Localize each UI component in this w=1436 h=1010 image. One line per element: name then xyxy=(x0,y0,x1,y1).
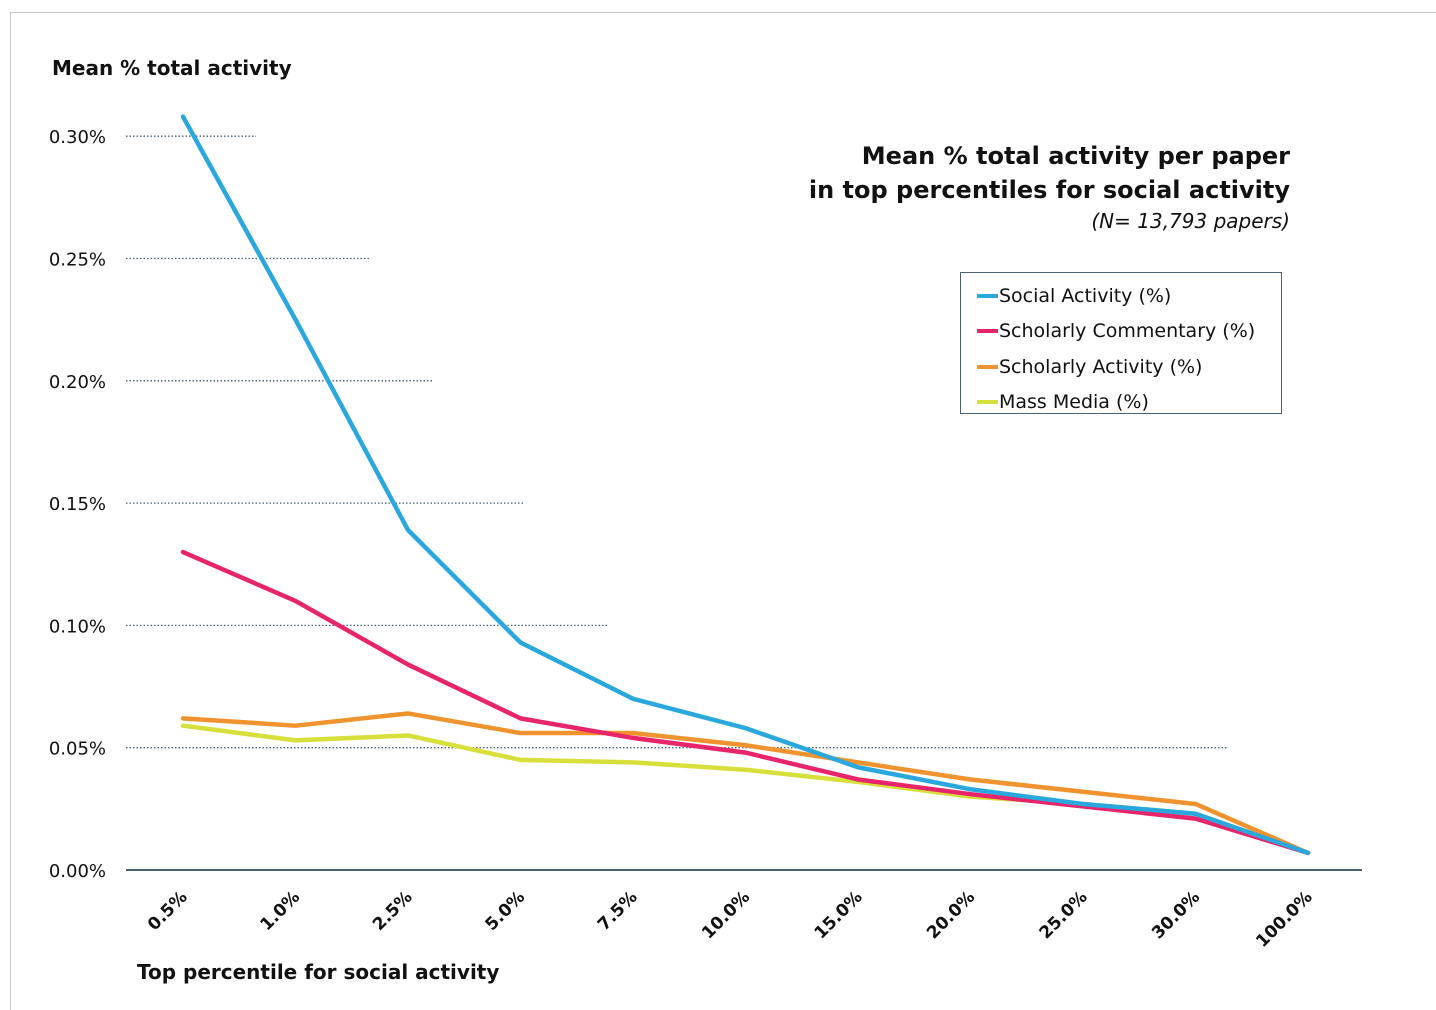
x-tick-label: 25.0% xyxy=(1036,887,1092,943)
legend-label: Scholarly Activity (%) xyxy=(999,355,1203,378)
x-tick-label: 1.0% xyxy=(257,887,304,934)
y-axis-label: Mean % total activity xyxy=(52,56,292,80)
legend: Social Activity (%) Scholarly Commentary… xyxy=(960,272,1282,414)
series-line xyxy=(180,711,1311,856)
legend-swatch xyxy=(977,293,998,298)
x-tick-label: 30.0% xyxy=(1148,887,1204,943)
x-tick-label: 2.5% xyxy=(369,887,416,934)
x-tick-label: 5.0% xyxy=(482,887,529,934)
legend-item-scholarly-activity: Scholarly Activity (%) xyxy=(961,349,1281,385)
chart-title-line2: in top percentiles for social activity xyxy=(808,176,1290,204)
series-line xyxy=(180,549,1311,856)
x-tick-label: 0.5% xyxy=(144,887,191,934)
y-tick-label: 0.25% xyxy=(49,250,106,271)
legend-swatch xyxy=(977,400,998,405)
x-tick-label: 100.0% xyxy=(1252,887,1316,951)
legend-label: Mass Media (%) xyxy=(999,391,1149,414)
legend-label: Social Activity (%) xyxy=(999,284,1172,307)
series-line xyxy=(180,114,1311,856)
x-axis-label: Top percentile for social activity xyxy=(137,960,500,984)
legend-item-scholarly-commentary: Scholarly Commentary (%) xyxy=(961,314,1281,350)
y-tick-label: 0.30% xyxy=(49,127,106,148)
y-tick-label: 0.10% xyxy=(49,616,106,637)
chart-title-block: Mean % total activity per paper in top p… xyxy=(809,139,1290,235)
chart-title: Mean % total activity per paper xyxy=(861,142,1290,170)
y-tick-label: 0.00% xyxy=(49,861,106,882)
x-tick-label: 15.0% xyxy=(811,887,867,943)
legend-swatch xyxy=(977,364,998,369)
legend-item-social-activity: Social Activity (%) xyxy=(961,278,1281,314)
x-tick-label: 7.5% xyxy=(594,887,641,934)
y-tick-label: 0.15% xyxy=(49,494,106,515)
y-tick-label: 0.05% xyxy=(49,739,106,760)
legend-item-mass-media: Mass Media (%) xyxy=(961,385,1281,421)
legend-swatch xyxy=(977,329,998,334)
chart-subtitle: (N= 13,793 papers) xyxy=(1091,209,1290,233)
chart-frame xyxy=(10,12,1436,1010)
legend-label: Scholarly Commentary (%) xyxy=(999,320,1256,343)
y-tick-label: 0.20% xyxy=(49,372,106,393)
x-tick-label: 20.0% xyxy=(923,887,979,943)
x-tick-label: 10.0% xyxy=(698,887,754,943)
